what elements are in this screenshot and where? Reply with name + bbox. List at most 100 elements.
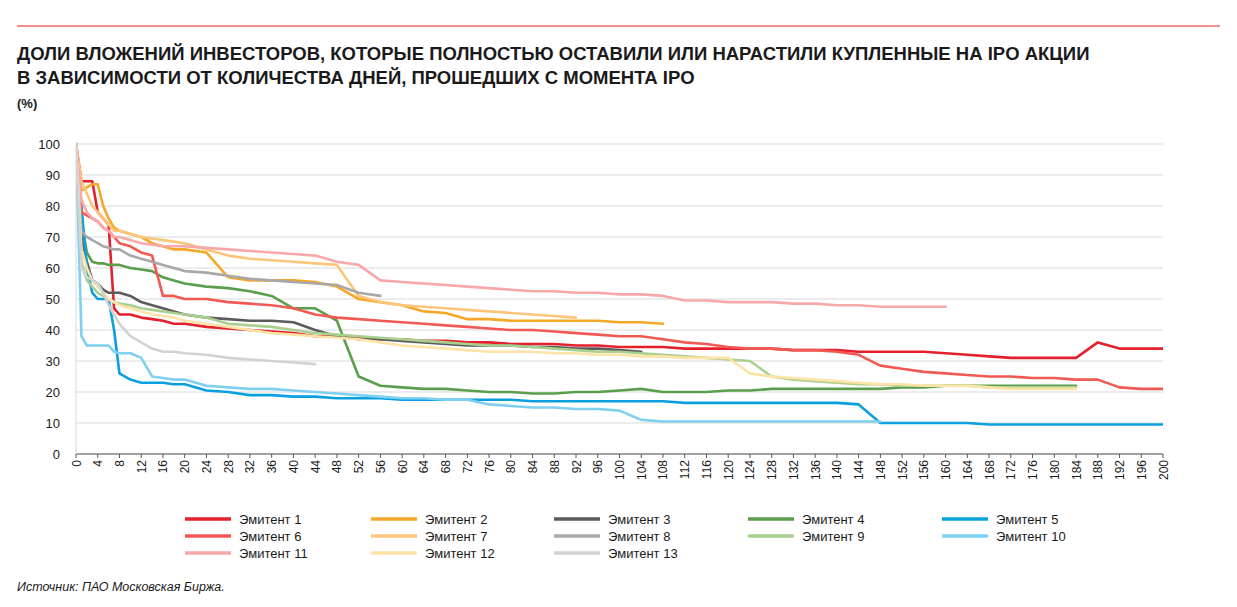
x-tick bbox=[532, 454, 533, 458]
x-tick-label: 188 bbox=[1091, 460, 1105, 480]
x-tick bbox=[641, 454, 642, 458]
x-tick-label: 68 bbox=[439, 460, 453, 474]
series-line bbox=[76, 144, 1076, 394]
x-tick bbox=[989, 454, 990, 458]
chart: ДОЛИ ВЛОЖЕНИЙ ИНВЕСТОРОВ, КОТОРЫЕ ПОЛНОС… bbox=[0, 0, 1237, 607]
x-tick-label: 148 bbox=[874, 460, 888, 480]
x-tick-label: 84 bbox=[526, 460, 540, 474]
top-rule bbox=[17, 26, 1220, 27]
x-tick bbox=[771, 454, 772, 458]
x-tick bbox=[445, 454, 446, 458]
legend-label: Эмитент 12 bbox=[425, 546, 495, 561]
x-tick bbox=[184, 454, 185, 458]
x-tick-label: 120 bbox=[722, 460, 736, 480]
legend-label: Эмитент 3 bbox=[608, 512, 670, 527]
x-tick-label: 24 bbox=[200, 460, 214, 474]
series-line bbox=[76, 144, 1163, 389]
x-tick bbox=[728, 454, 729, 458]
legend-label: Эмитент 13 bbox=[608, 546, 678, 561]
x-tick-label: 164 bbox=[961, 460, 975, 480]
series-line bbox=[76, 144, 380, 296]
x-tick bbox=[815, 454, 816, 458]
legend-label: Эмитент 9 bbox=[802, 529, 864, 544]
legend-label: Эмитент 8 bbox=[608, 529, 670, 544]
legend-swatch bbox=[554, 551, 600, 555]
y-tick-label: 60 bbox=[46, 261, 60, 276]
x-tick-label: 124 bbox=[743, 460, 757, 480]
legend-label: Эмитент 4 bbox=[802, 512, 864, 527]
x-tick bbox=[489, 454, 490, 458]
legend-label: Эмитент 6 bbox=[239, 529, 301, 544]
x-tick bbox=[510, 454, 511, 458]
x-tick-label: 64 bbox=[417, 460, 431, 474]
x-tick-label: 36 bbox=[265, 460, 279, 474]
legend-label: Эмитент 10 bbox=[996, 529, 1066, 544]
x-tick bbox=[315, 454, 316, 458]
x-tick-label: 176 bbox=[1026, 460, 1040, 480]
legend-label: Эмитент 1 bbox=[239, 512, 301, 527]
y-tick-label: 20 bbox=[46, 385, 60, 400]
x-tick bbox=[706, 454, 707, 458]
legend-swatch bbox=[554, 534, 600, 538]
grid-line bbox=[76, 237, 1163, 238]
x-tick bbox=[554, 454, 555, 458]
x-tick bbox=[271, 454, 272, 458]
y-tick-label: 70 bbox=[46, 230, 60, 245]
x-tick bbox=[923, 454, 924, 458]
series-line bbox=[76, 144, 880, 421]
x-tick bbox=[880, 454, 881, 458]
x-tick-label: 112 bbox=[678, 460, 692, 479]
grid-line bbox=[76, 268, 1163, 269]
chart-root: ДОЛИ ВЛОЖЕНИЙ ИНВЕСТОРОВ, КОТОРЫЕ ПОЛНОС… bbox=[0, 0, 1237, 607]
x-tick bbox=[358, 454, 359, 458]
x-tick-label: 128 bbox=[765, 460, 779, 480]
series-line bbox=[76, 144, 1076, 387]
x-tick-label: 52 bbox=[352, 460, 366, 474]
x-tick-label: 132 bbox=[787, 460, 801, 480]
x-tick-label: 44 bbox=[309, 460, 323, 474]
x-tick-label: 144 bbox=[852, 460, 866, 480]
x-tick bbox=[402, 454, 403, 458]
x-tick-label: 28 bbox=[222, 460, 236, 474]
legend-swatch bbox=[185, 551, 231, 555]
legend-swatch bbox=[942, 534, 988, 538]
x-tick-label: 12 bbox=[135, 460, 149, 474]
x-tick-label: 8 bbox=[113, 460, 127, 467]
x-tick-label: 80 bbox=[504, 460, 518, 474]
x-tick-label: 20 bbox=[178, 460, 192, 474]
x-tick bbox=[1010, 454, 1011, 458]
plot-area bbox=[76, 144, 1163, 425]
series-line bbox=[76, 144, 576, 318]
x-tick bbox=[662, 454, 663, 458]
x-tick-label: 56 bbox=[374, 460, 388, 474]
x-tick bbox=[1097, 454, 1098, 458]
legend-label: Эмитент 2 bbox=[425, 512, 487, 527]
grid-line bbox=[76, 144, 1163, 145]
x-tick-label: 160 bbox=[939, 460, 953, 480]
x-tick-label: 140 bbox=[830, 460, 844, 480]
x-tick-label: 0 bbox=[70, 460, 84, 467]
x-tick bbox=[293, 454, 294, 458]
x-tick-label: 32 bbox=[243, 460, 257, 474]
x-tick bbox=[902, 454, 903, 458]
x-tick bbox=[1141, 454, 1142, 458]
x-tick bbox=[423, 454, 424, 458]
x-tick-label: 92 bbox=[570, 460, 584, 474]
x-tick-label: 16 bbox=[156, 460, 170, 474]
series-line bbox=[76, 144, 641, 352]
x-tick bbox=[576, 454, 577, 458]
y-tick-label: 90 bbox=[46, 168, 60, 183]
x-tick-label: 108 bbox=[656, 460, 670, 480]
source: Источник: ПАО Московская Биржа. bbox=[17, 580, 225, 594]
x-tick bbox=[945, 454, 946, 458]
y-label: (%) bbox=[17, 96, 37, 111]
x-tick-label: 192 bbox=[1113, 460, 1127, 480]
x-tick bbox=[793, 454, 794, 458]
x-tick bbox=[228, 454, 229, 458]
grid-line bbox=[76, 206, 1163, 207]
x-tick bbox=[967, 454, 968, 458]
x-tick bbox=[749, 454, 750, 458]
x-tick-label: 172 bbox=[1004, 460, 1018, 480]
legend-label: Эмитент 11 bbox=[239, 546, 308, 561]
legend-swatch bbox=[748, 517, 794, 521]
